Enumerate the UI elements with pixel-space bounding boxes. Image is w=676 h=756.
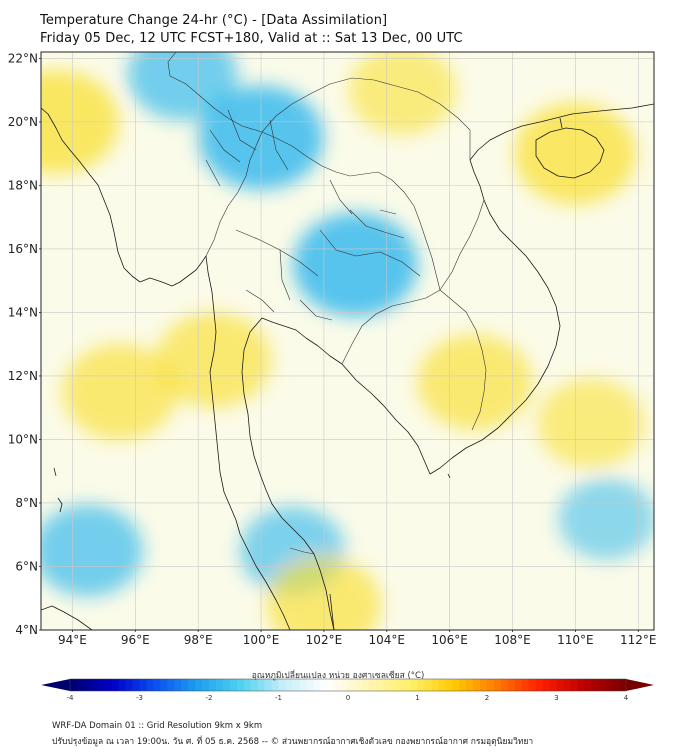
latitude-label: 18°N (8, 178, 38, 192)
colorbar-tick-label: 0 (346, 694, 350, 702)
latitude-label: 14°N (8, 305, 38, 319)
temperature-change-map: 22°N 20°N 18°N 16°N 14°N 12°N 10°N 8°N 6°N 4°N 94… (0, 0, 676, 756)
warming-area (417, 334, 532, 430)
colorbar-tick-label: 4 (624, 694, 629, 702)
colorbar-tick-label: -2 (206, 694, 213, 702)
longitude-label: 112°E (620, 633, 657, 647)
cooling-area (33, 505, 143, 597)
credit-line: ปรับปรุงข้อมูล ณ เวลา 19:00น. วัน ศ. ที่… (52, 734, 533, 748)
longitude-label: 108°E (494, 633, 531, 647)
latitude-label: 10°N (8, 432, 38, 446)
longitude-label: 100°E (243, 633, 280, 647)
colorbar-tick-label: 1 (415, 694, 419, 702)
longitude-labels: 94°E 96°E 98°E 100°E 102°E 104°E 106°E 108°E 110… (58, 630, 657, 647)
colorbar-tick-label: -1 (275, 694, 282, 702)
latitude-label: 16°N (8, 242, 38, 256)
longitude-label: 110°E (557, 633, 594, 647)
colorbar: -4 -3 -2 -1 0 1 2 3 4 (41, 679, 654, 702)
longitude-label: 102°E (306, 633, 343, 647)
colorbar-title: อุณหภูมิเปลี่ยนแปลง หน่วย องศาเซลเซียส (… (0, 668, 676, 682)
latitude-label: 22°N (8, 51, 38, 65)
longitude-label: 106°E (431, 633, 468, 647)
colorbar-tick-label: -3 (136, 694, 143, 702)
longitude-label: 96°E (121, 633, 150, 647)
colorbar-ticks: -4 -3 -2 -1 0 1 2 3 4 (67, 694, 629, 702)
latitude-label: 4°N (15, 623, 38, 637)
model-info: WRF-DA Domain 01 :: Grid Resolution 9km … (52, 721, 262, 731)
colorbar-tick-label: 3 (554, 694, 558, 702)
longitude-label: 94°E (58, 633, 87, 647)
warming-area (156, 312, 271, 408)
latitude-labels: 22°N 20°N 18°N 16°N 14°N 12°N 10°N 8°N 6°N 4°N (8, 51, 41, 637)
colorbar-tick-label: -4 (67, 694, 75, 702)
latitude-label: 20°N (8, 115, 38, 129)
longitude-label: 104°E (369, 633, 406, 647)
longitude-label: 98°E (184, 633, 213, 647)
colorbar-tick-label: 2 (485, 694, 489, 702)
latitude-label: 6°N (15, 559, 38, 573)
cooling-area (127, 28, 237, 120)
warming-area (537, 379, 645, 469)
latitude-label: 12°N (8, 369, 38, 383)
latitude-label: 8°N (15, 496, 38, 510)
cooling-area (293, 213, 418, 317)
cooling-area (558, 478, 656, 560)
